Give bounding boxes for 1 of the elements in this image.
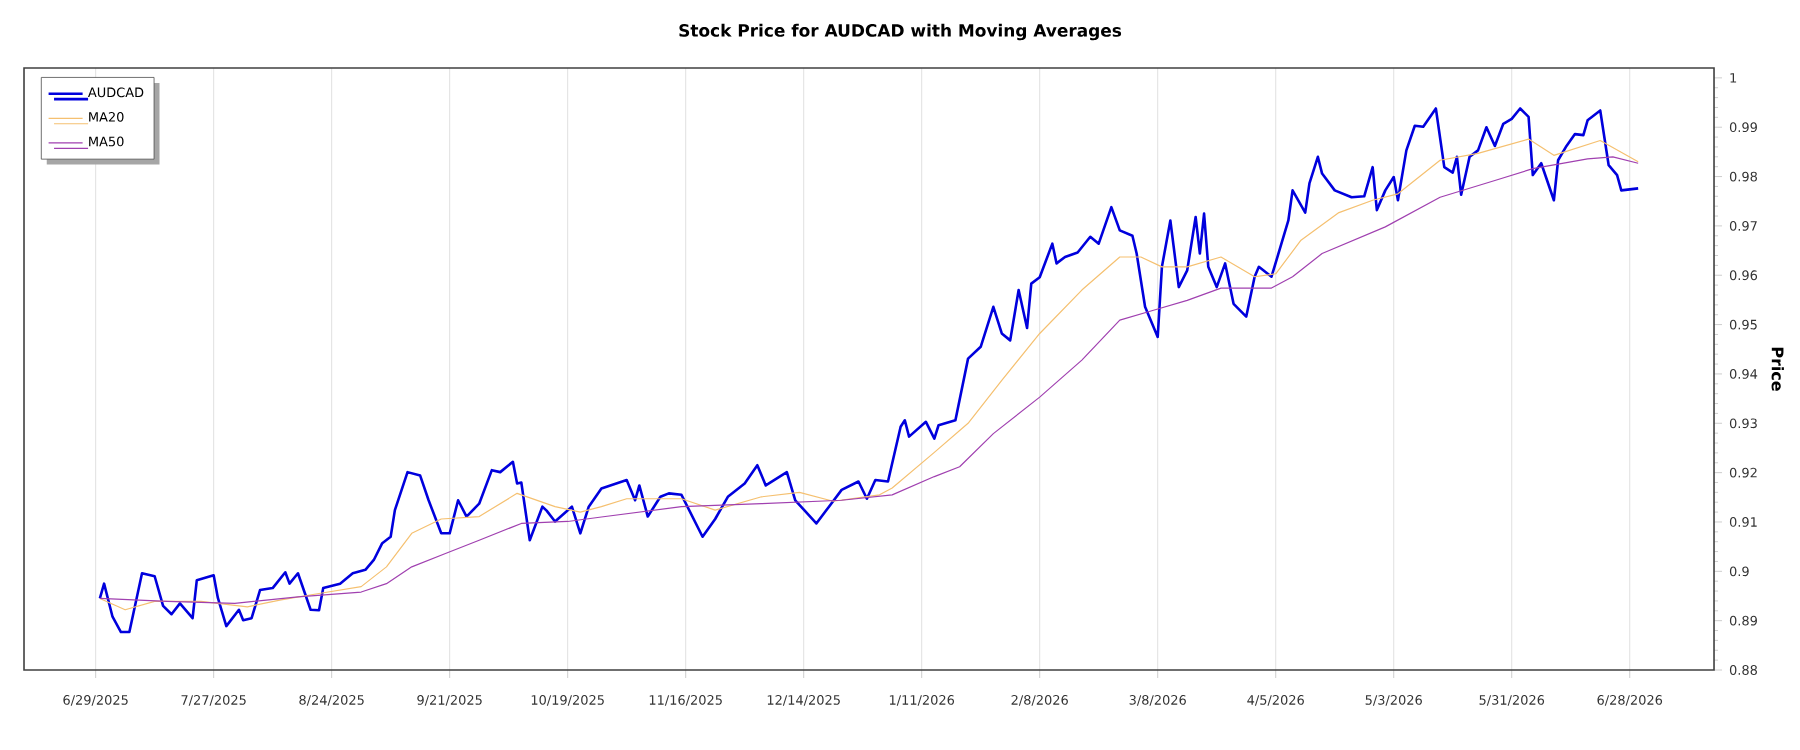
chart-title: Stock Price for AUDCAD with Moving Averages [679, 23, 1122, 41]
